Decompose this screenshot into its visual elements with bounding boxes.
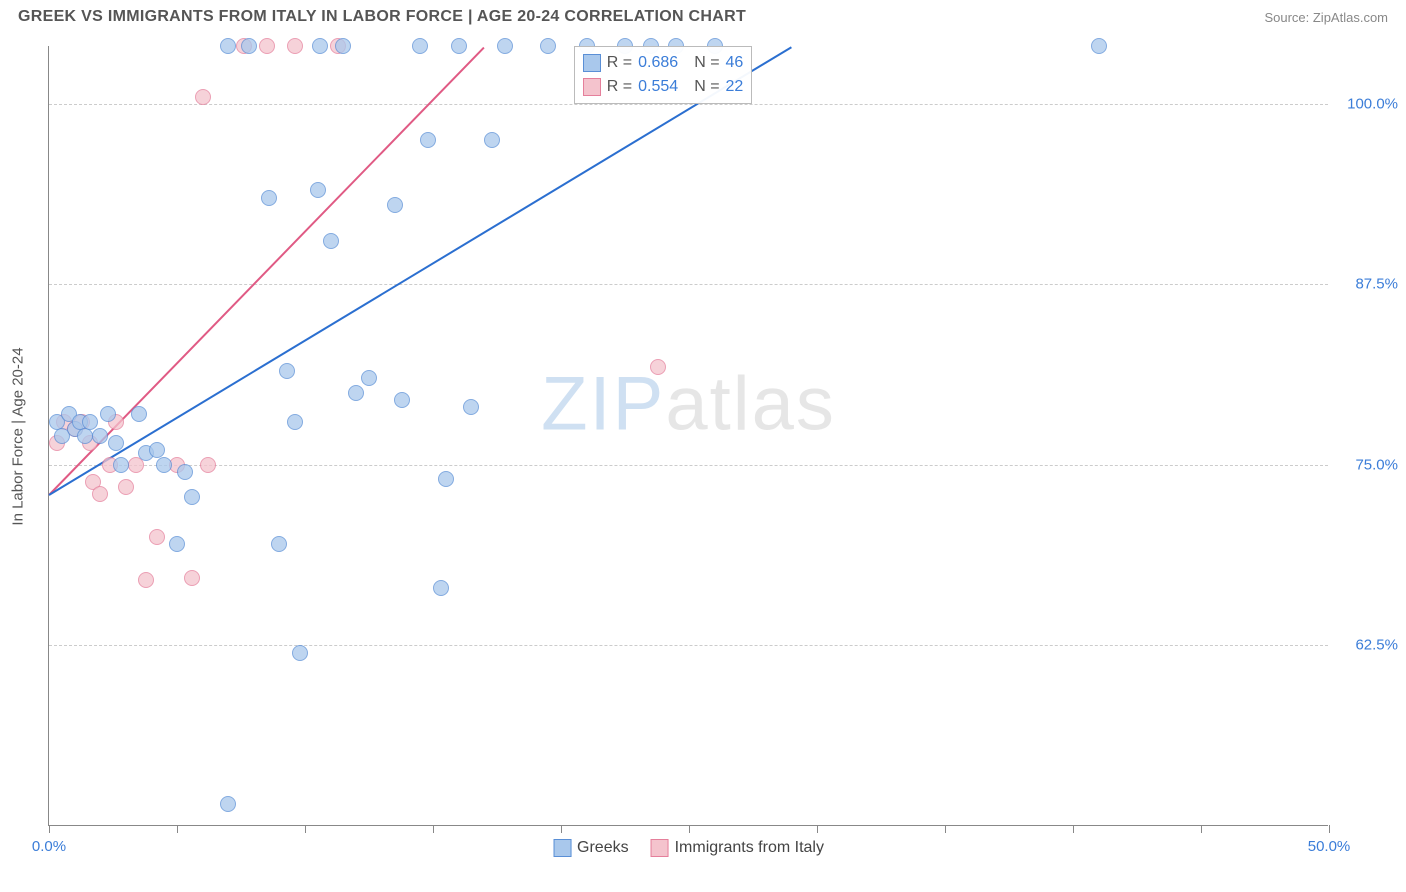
gridline-h (49, 465, 1328, 466)
x-label-left: 0.0% (32, 838, 66, 855)
x-tick (305, 825, 306, 833)
x-tick (49, 825, 50, 833)
y-axis-label-wrap: In Labor Force | Age 20-24 (6, 46, 30, 826)
x-tick (1201, 825, 1202, 833)
point-greeks (169, 536, 185, 552)
point-greeks (394, 392, 410, 408)
point-greeks (271, 536, 287, 552)
point-greeks (100, 406, 116, 422)
point-greeks (463, 399, 479, 415)
point-italy (200, 457, 216, 473)
x-tick (1329, 825, 1330, 833)
watermark-zip: ZIP (541, 362, 665, 447)
x-tick (1073, 825, 1074, 833)
y-tick-label: 100.0% (1338, 95, 1398, 112)
watermark: ZIPatlas (541, 361, 836, 448)
x-tick (817, 825, 818, 833)
x-tick (433, 825, 434, 833)
point-italy (92, 486, 108, 502)
stats-n-label: N = (694, 51, 719, 75)
stats-row-italy: R =0.554 N = 22 (583, 75, 744, 99)
point-greeks (156, 457, 172, 473)
point-greeks (292, 645, 308, 661)
gridline-h (49, 284, 1328, 285)
point-italy (138, 572, 154, 588)
stats-box: R =0.686 N = 46 R =0.554 N = 22 (574, 46, 753, 104)
point-greeks (131, 406, 147, 422)
point-greeks (335, 38, 351, 54)
x-label-right: 50.0% (1308, 838, 1351, 855)
point-italy (184, 570, 200, 586)
legend-label-greeks: Greeks (577, 839, 629, 857)
point-greeks (387, 197, 403, 213)
legend-label-italy: Immigrants from Italy (675, 839, 824, 857)
point-italy (259, 38, 275, 54)
point-greeks (312, 38, 328, 54)
page-title: GREEK VS IMMIGRANTS FROM ITALY IN LABOR … (18, 8, 746, 26)
point-greeks (177, 464, 193, 480)
watermark-atlas: atlas (665, 362, 836, 447)
y-tick-label: 62.5% (1338, 637, 1398, 654)
point-greeks (451, 38, 467, 54)
point-greeks (438, 471, 454, 487)
point-greeks (412, 38, 428, 54)
point-greeks (287, 414, 303, 430)
point-greeks (433, 580, 449, 596)
source-label: Source: ZipAtlas.com (1264, 10, 1388, 25)
y-axis-label: In Labor Force | Age 20-24 (10, 347, 27, 525)
scatter-chart: ZIPatlas Greeks Immigrants from Italy 62… (48, 46, 1328, 826)
stats-r-value: 0.686 (638, 51, 678, 75)
x-tick (945, 825, 946, 833)
point-greeks (310, 182, 326, 198)
stats-r-value: 0.554 (638, 75, 678, 99)
point-greeks (484, 132, 500, 148)
point-italy (287, 38, 303, 54)
point-greeks (323, 233, 339, 249)
stats-swatch-italy (583, 78, 601, 96)
point-italy (650, 359, 666, 375)
point-greeks (420, 132, 436, 148)
legend-swatch-italy (651, 839, 669, 857)
x-tick (177, 825, 178, 833)
stats-n-value: 46 (726, 51, 744, 75)
stats-r-label: R = (607, 75, 632, 99)
point-italy (195, 89, 211, 105)
x-tick (561, 825, 562, 833)
point-italy (118, 479, 134, 495)
point-greeks (261, 190, 277, 206)
stats-n-value: 22 (726, 75, 744, 99)
point-italy (149, 529, 165, 545)
point-greeks (241, 38, 257, 54)
x-tick (689, 825, 690, 833)
legend-item-italy: Immigrants from Italy (651, 839, 824, 857)
point-greeks (113, 457, 129, 473)
legend-item-greeks: Greeks (553, 839, 629, 857)
y-tick-label: 87.5% (1338, 276, 1398, 293)
point-greeks (1091, 38, 1107, 54)
point-greeks (184, 489, 200, 505)
y-tick-label: 75.0% (1338, 456, 1398, 473)
point-greeks (279, 363, 295, 379)
stats-n-label: N = (694, 75, 719, 99)
stats-r-label: R = (607, 51, 632, 75)
gridline-h (49, 645, 1328, 646)
point-greeks (220, 38, 236, 54)
point-greeks (540, 38, 556, 54)
point-greeks (497, 38, 513, 54)
point-greeks (348, 385, 364, 401)
point-greeks (220, 796, 236, 812)
point-greeks (77, 428, 93, 444)
legend-swatch-greeks (553, 839, 571, 857)
point-greeks (108, 435, 124, 451)
point-greeks (82, 414, 98, 430)
point-greeks (92, 428, 108, 444)
legend: Greeks Immigrants from Italy (553, 839, 824, 857)
point-greeks (361, 370, 377, 386)
stats-row-greeks: R =0.686 N = 46 (583, 51, 744, 75)
stats-swatch-greeks (583, 54, 601, 72)
